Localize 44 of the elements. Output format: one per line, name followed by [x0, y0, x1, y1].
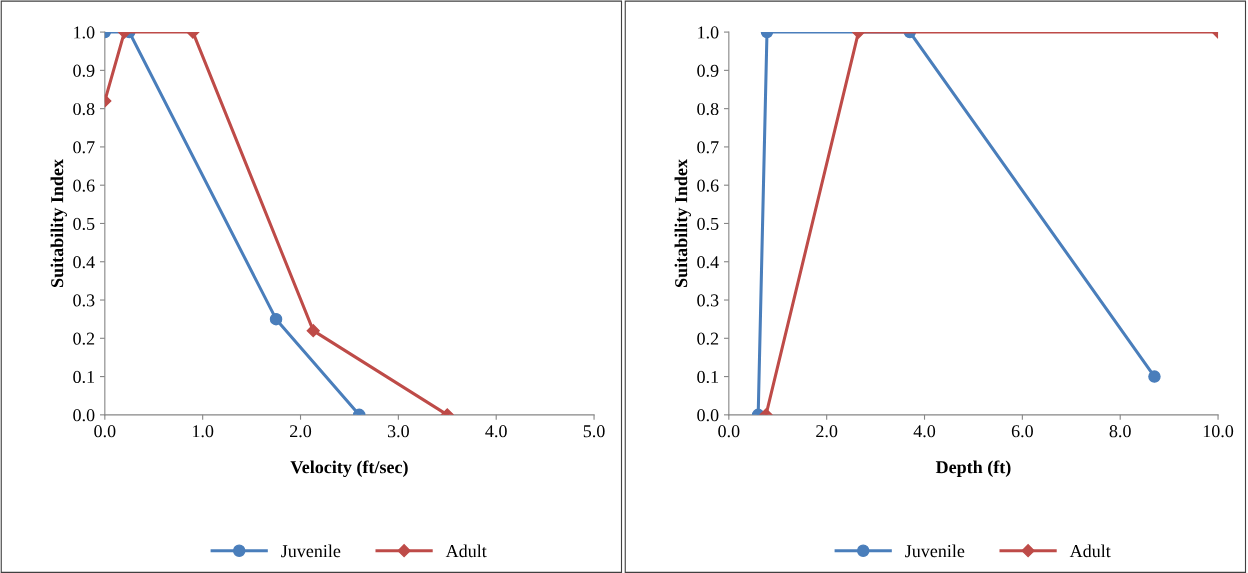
legend-label: Juvenile — [281, 544, 341, 558]
x-tick-label: 8.0 — [1109, 425, 1131, 438]
y-tick-label: 0.7 — [73, 141, 95, 154]
y-tick-label: 0.6 — [697, 179, 719, 192]
x-tick-label: 0.0 — [718, 425, 740, 438]
y-tick-label: 1.0 — [74, 26, 95, 39]
y-tick-label: 0.1 — [697, 370, 719, 384]
y-tick-label: 0.1 — [73, 370, 95, 384]
y-tick-label: 0.6 — [73, 179, 95, 192]
y-tick-label: 0.5 — [697, 217, 719, 230]
y-tick-label: 0.8 — [697, 102, 719, 116]
x-axis-title: Depth (ft) — [935, 460, 1011, 477]
y-tick-label: 0.9 — [697, 64, 719, 77]
y-tick-label: 0.8 — [73, 102, 95, 116]
x-tick-label: 2.0 — [290, 425, 312, 438]
x-tick-label: 6.0 — [1011, 425, 1033, 438]
y-tick-label: 0.3 — [697, 294, 719, 307]
x-tick-label: 1.0 — [192, 425, 214, 438]
x-tick-label: 4.0 — [485, 425, 507, 438]
legend-label: Adult — [445, 544, 487, 558]
x-tick-label: 10.0 — [1203, 425, 1234, 438]
y-tick-label: 0.5 — [73, 217, 95, 230]
point — [306, 324, 320, 338]
x-tick-label: 2.0 — [816, 425, 838, 438]
legend-label: Juvenile — [905, 544, 965, 558]
x-axis-title: Velocity (ft/sec) — [290, 460, 408, 477]
legend-label: Adult — [1069, 544, 1111, 558]
x-tick-label: 4.0 — [913, 425, 936, 438]
y-tick-label: 1.0 — [698, 26, 719, 39]
x-tick-label: 3.0 — [387, 425, 409, 438]
y-tick-label: 0.4 — [697, 256, 719, 269]
x-tick-label: 0.0 — [94, 425, 116, 438]
y-tick-label: 0.4 — [73, 256, 95, 269]
x-tick-label: 5.0 — [583, 425, 605, 438]
y-tick-label: 0.9 — [73, 64, 95, 77]
y-tick-label: 0.2 — [73, 332, 95, 345]
y-axis-title: Suitability Index — [674, 159, 691, 287]
y-tick-label: 0.0 — [697, 409, 719, 422]
y-tick-label: 0.7 — [697, 141, 719, 154]
y-tick-label: 0.0 — [73, 409, 95, 422]
point — [269, 312, 283, 326]
y-tick-label: 0.3 — [73, 294, 95, 307]
y-tick-label: 0.2 — [697, 332, 719, 345]
y-axis-title: Suitability Index — [50, 159, 67, 287]
